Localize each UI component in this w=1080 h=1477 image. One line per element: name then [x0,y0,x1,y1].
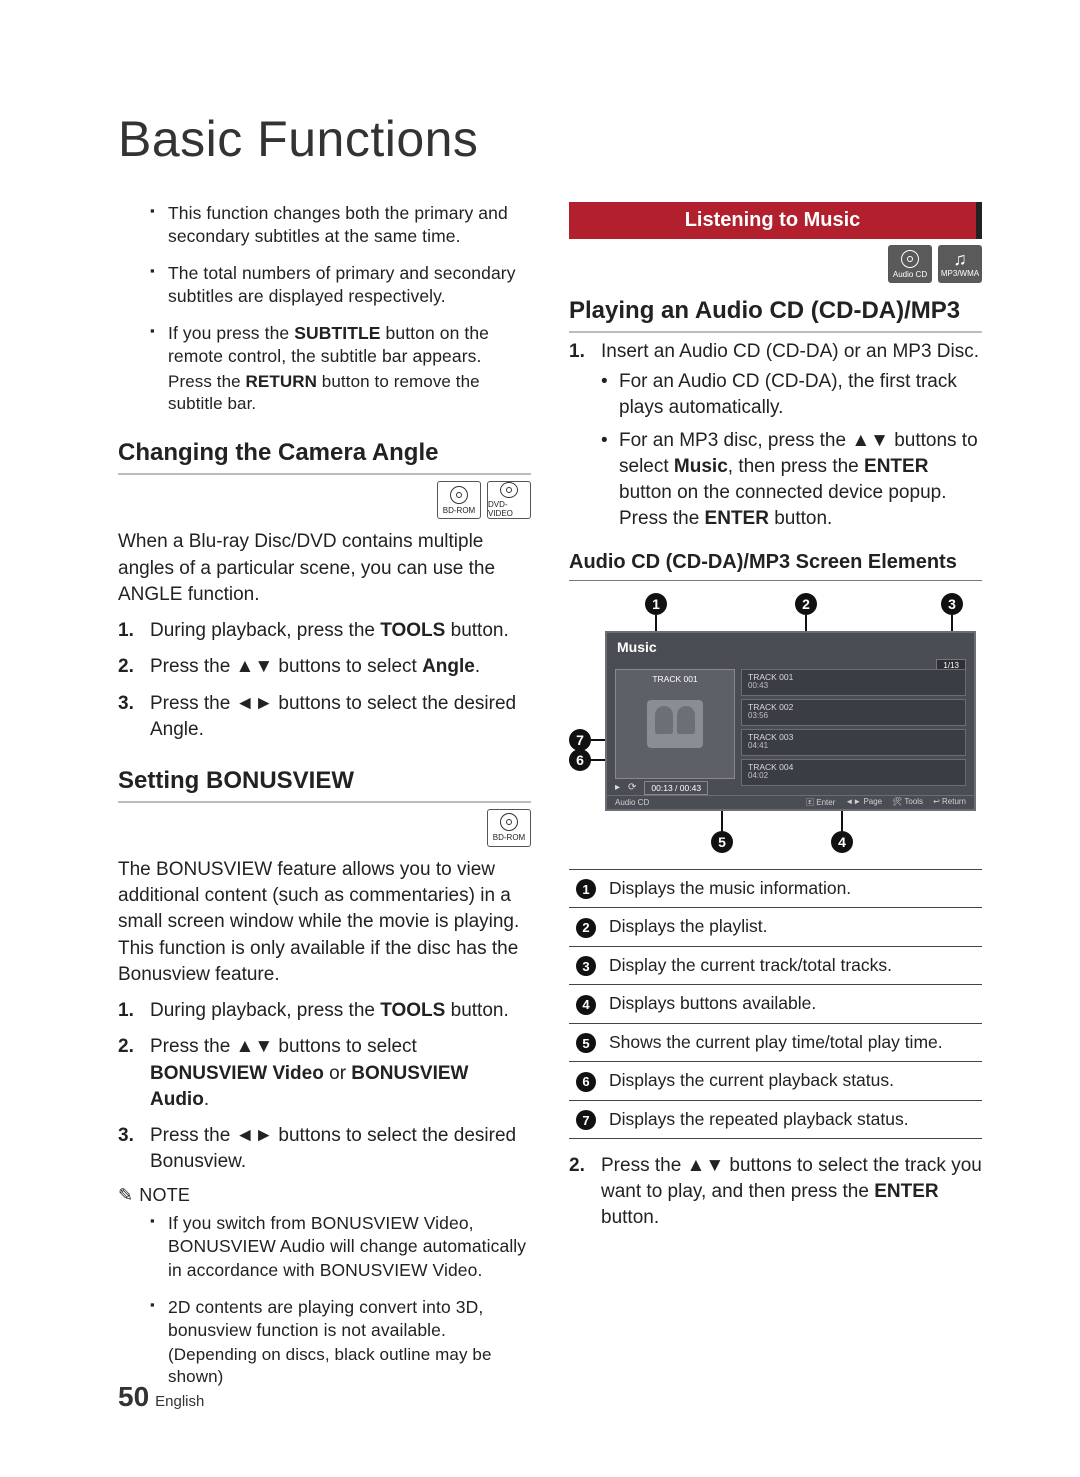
bullet-subline: Press the RETURN button to remove the su… [168,371,531,416]
callout-6: 6 [569,749,591,771]
legend-num: 1 [576,879,596,899]
disc-icon [901,250,919,268]
music-note-icon: ♫ [953,250,967,268]
footer-right: 🄴 Enter ◄► Page 🛠 Tools ↩ Return [806,797,966,808]
pointer-line [841,809,843,831]
legend-num: 7 [576,1110,596,1130]
steps-list: During playback, press the TOOLS button.… [118,998,531,1175]
step-item: Insert an Audio CD (CD-DA) or an MP3 Dis… [569,339,982,533]
bullet-subline: (Depending on discs, black outline may b… [168,1344,531,1389]
steps-list: Press the ▲▼ buttons to select the track… [569,1153,982,1232]
pointer-line [805,615,807,631]
legend-num: 6 [576,1072,596,1092]
bullet-item: For an Audio CD (CD-DA), the first track… [601,369,982,421]
callout-3: 3 [941,593,963,615]
play-icon: ▸ [615,782,620,793]
play-time: 00:13 / 00:43 [644,781,708,795]
note-icon: ✎ [118,1185,133,1206]
track-row: TRACK 00404:02 [741,759,966,786]
track-row: TRACK 00100:43 [741,669,966,696]
disc-icon [450,486,468,504]
section-body: When a Blu-ray Disc/DVD contains multipl… [118,529,531,608]
subsection-heading: Audio CD (CD-DA)/MP3 Screen Elements [569,551,982,581]
repeat-icon: ⟳ [628,782,636,793]
table-row: 4Displays buttons available. [569,985,982,1024]
table-row: 7Displays the repeated playback status. [569,1100,982,1139]
playback-controls: ▸ ⟳ 00:13 / 00:43 [615,781,708,795]
step-item: During playback, press the TOOLS button. [118,998,531,1024]
table-row: 5Shows the current play time/total play … [569,1023,982,1062]
callout-4: 4 [831,831,853,853]
bullet-item: 2D contents are playing convert into 3D,… [144,1296,531,1389]
step-item: Press the ▲▼ buttons to select the track… [569,1153,982,1232]
bullet-item: If you press the SUBTITLE button on the … [144,322,531,415]
album-art: TRACK 001 [615,669,735,779]
step-item: Press the ▲▼ buttons to select Angle. [118,654,531,680]
legend-num: 2 [576,918,596,938]
section-band: Listening to Music [569,202,982,239]
note-bullets: If you switch from BONUSVIEW Video, BONU… [118,1212,531,1388]
track-row: TRACK 00203:56 [741,699,966,726]
sub-bullets: For an Audio CD (CD-DA), the first track… [601,369,982,532]
screen-mock: Music 1/13 TRACK 001 TRACK 00100:43 TRAC… [605,631,976,811]
legend-table: 1Displays the music information. 2Displa… [569,869,982,1140]
legend-num: 5 [576,1033,596,1053]
pointer-line [591,759,605,761]
now-playing-title: TRACK 001 [616,674,734,684]
bullet-item: The total numbers of primary and seconda… [144,262,531,308]
music-note-icon [647,700,703,748]
section-heading-camera-angle: Changing the Camera Angle [118,439,531,475]
track-list: TRACK 00100:43 TRACK 00203:56 TRACK 0030… [741,669,966,779]
step-item: Press the ▲▼ buttons to select BONUSVIEW… [118,1034,531,1113]
note-heading: ✎NOTE [118,1185,531,1206]
step-item: During playback, press the TOOLS button. [118,618,531,644]
page-footer: 50 English [118,1381,204,1413]
screen-body: TRACK 001 TRACK 00100:43 TRACK 00203:56 … [615,669,966,779]
section-heading-bonusview: Setting BONUSVIEW [118,767,531,803]
page-title: Basic Functions [118,110,982,168]
badge-bdrom: BD-ROM [437,481,481,519]
badge-dvdvideo: DVD-VIDEO [487,481,531,519]
screen-diagram: 1 2 3 4 5 6 7 Music 1/13 TRACK 001 [569,593,982,853]
two-column-layout: This function changes both the primary a… [118,202,982,1403]
left-column: This function changes both the primary a… [118,202,531,1403]
legend-num: 4 [576,995,596,1015]
section-heading-playing-audio: Playing an Audio CD (CD-DA)/MP3 [569,297,982,333]
pointer-line [655,615,657,631]
screen-header: Music [607,633,974,659]
disc-icon [500,813,518,831]
format-badges: BD-ROM [118,809,531,847]
step-item: Press the ◄► buttons to select the desir… [118,691,531,743]
bullet-item: This function changes both the primary a… [144,202,531,248]
callout-1: 1 [645,593,667,615]
screen-footer: Audio CD 🄴 Enter ◄► Page 🛠 Tools ↩ Retur… [607,795,974,809]
bullet-item: For an MP3 disc, press the ▲▼ buttons to… [601,428,982,533]
disc-icon [500,482,518,498]
track-row: TRACK 00304:41 [741,729,966,756]
badge-bdrom: BD-ROM [487,809,531,847]
format-badges: Audio CD ♫MP3/WMA [569,245,982,283]
format-badges: BD-ROM DVD-VIDEO [118,481,531,519]
callout-5: 5 [711,831,733,853]
badge-audiocd: Audio CD [888,245,932,283]
page-number: 50 [118,1381,149,1412]
bullet-item: If you switch from BONUSVIEW Video, BONU… [144,1212,531,1281]
callout-7: 7 [569,729,591,751]
footer-left: Audio CD [615,798,649,807]
intro-bullets: This function changes both the primary a… [118,202,531,415]
table-row: 1Displays the music information. [569,869,982,908]
pointer-line [591,739,605,741]
legend-num: 3 [576,956,596,976]
table-row: 2Displays the playlist. [569,908,982,947]
right-column: Listening to Music Audio CD ♫MP3/WMA Pla… [569,202,982,1403]
callout-2: 2 [795,593,817,615]
steps-list: During playback, press the TOOLS button.… [118,618,531,743]
step-item: Press the ◄► buttons to select the desir… [118,1123,531,1175]
page-language: English [155,1393,204,1410]
section-body: The BONUSVIEW feature allows you to view… [118,857,531,988]
badge-mp3wma: ♫MP3/WMA [938,245,982,283]
steps-list: Insert an Audio CD (CD-DA) or an MP3 Dis… [569,339,982,533]
table-row: 6Displays the current playback status. [569,1062,982,1101]
table-row: 3Display the current track/total tracks. [569,946,982,985]
